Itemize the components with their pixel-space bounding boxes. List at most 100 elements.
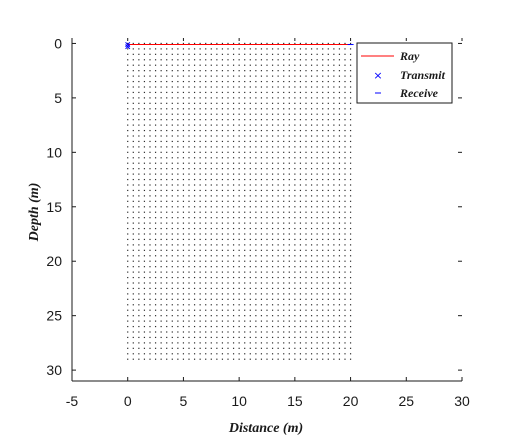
grid-node — [283, 331, 285, 333]
grid-node — [127, 178, 129, 181]
grid-node — [338, 276, 341, 279]
grid-node — [327, 184, 329, 186]
grid-node — [305, 358, 307, 360]
grid-node — [255, 162, 257, 164]
grid-node — [227, 276, 229, 279]
grid-node — [232, 255, 235, 257]
grid-node — [177, 309, 179, 311]
grid-node — [182, 211, 185, 213]
grid-node — [305, 233, 307, 235]
grid-node — [160, 320, 162, 322]
grid-node — [244, 70, 246, 72]
grid-node — [338, 195, 341, 197]
grid-node — [333, 227, 335, 230]
grid-node — [205, 249, 207, 251]
grid-node — [221, 238, 224, 241]
grid-node — [138, 255, 140, 257]
grid-node — [210, 293, 212, 295]
grid-node — [294, 200, 296, 202]
grid-node — [333, 124, 335, 126]
grid-node — [255, 86, 257, 88]
grid-node — [171, 189, 173, 192]
grid-node — [322, 189, 324, 192]
grid-node — [271, 347, 274, 349]
grid-node — [227, 342, 229, 344]
grid-node — [199, 271, 201, 273]
grid-node — [188, 146, 190, 148]
grid-node — [310, 260, 313, 262]
grid-node — [271, 135, 274, 137]
grid-node — [249, 189, 251, 192]
grid-node — [143, 249, 146, 251]
grid-node — [160, 173, 162, 175]
grid-node — [143, 97, 146, 99]
grid-node — [177, 80, 179, 83]
grid-node — [249, 304, 251, 306]
grid-node — [283, 129, 285, 132]
grid-node — [232, 222, 235, 224]
grid-node — [166, 211, 168, 213]
grid-node — [210, 157, 212, 159]
grid-node — [199, 244, 201, 246]
grid-node — [182, 342, 185, 344]
grid-node — [349, 325, 352, 328]
grid-node — [205, 86, 207, 88]
grid-node — [288, 255, 290, 257]
grid-node — [299, 48, 302, 50]
grid-node — [182, 227, 185, 230]
grid-node — [327, 331, 329, 333]
grid-node — [244, 206, 246, 208]
grid-node — [283, 162, 285, 164]
grid-node — [294, 162, 296, 164]
grid-node — [143, 325, 146, 328]
grid-node — [138, 53, 140, 55]
grid-node — [232, 91, 235, 94]
grid-node — [333, 282, 335, 284]
grid-node — [227, 195, 229, 197]
grid-node — [154, 227, 157, 230]
grid-node — [338, 342, 341, 344]
grid-node — [244, 129, 246, 132]
grid-node — [227, 162, 229, 164]
grid-node — [294, 347, 296, 349]
grid-node — [227, 135, 229, 137]
grid-node — [338, 146, 341, 148]
grid-node — [294, 42, 296, 45]
grid-node — [182, 206, 185, 208]
grid-node — [277, 53, 279, 55]
grid-node — [277, 168, 279, 170]
grid-node — [244, 151, 246, 153]
grid-node — [271, 331, 274, 333]
grid-node — [182, 304, 185, 306]
grid-node — [232, 266, 235, 268]
grid-node — [154, 244, 157, 246]
grid-node — [238, 309, 240, 311]
grid-node — [310, 184, 313, 186]
grid-node — [216, 146, 218, 148]
grid-node — [244, 304, 246, 306]
grid-node — [205, 162, 207, 164]
grid-node — [299, 91, 302, 94]
grid-node — [322, 325, 324, 328]
grid-node — [210, 206, 212, 208]
grid-node — [177, 276, 179, 279]
grid-node — [277, 151, 279, 153]
grid-node — [166, 200, 168, 202]
grid-node — [221, 309, 224, 311]
grid-node — [349, 59, 352, 61]
grid-node — [149, 353, 151, 355]
grid-node — [277, 282, 279, 284]
grid-node — [227, 124, 229, 126]
grid-node — [310, 249, 313, 251]
grid-node — [166, 304, 168, 306]
grid-node — [127, 140, 129, 143]
grid-node — [244, 353, 246, 355]
grid-node — [132, 260, 134, 262]
grid-node — [277, 129, 279, 132]
grid-node — [166, 315, 168, 317]
grid-node — [199, 233, 201, 235]
grid-node — [177, 233, 179, 235]
grid-node — [322, 135, 324, 137]
grid-node — [327, 217, 329, 219]
grid-node — [166, 271, 168, 273]
